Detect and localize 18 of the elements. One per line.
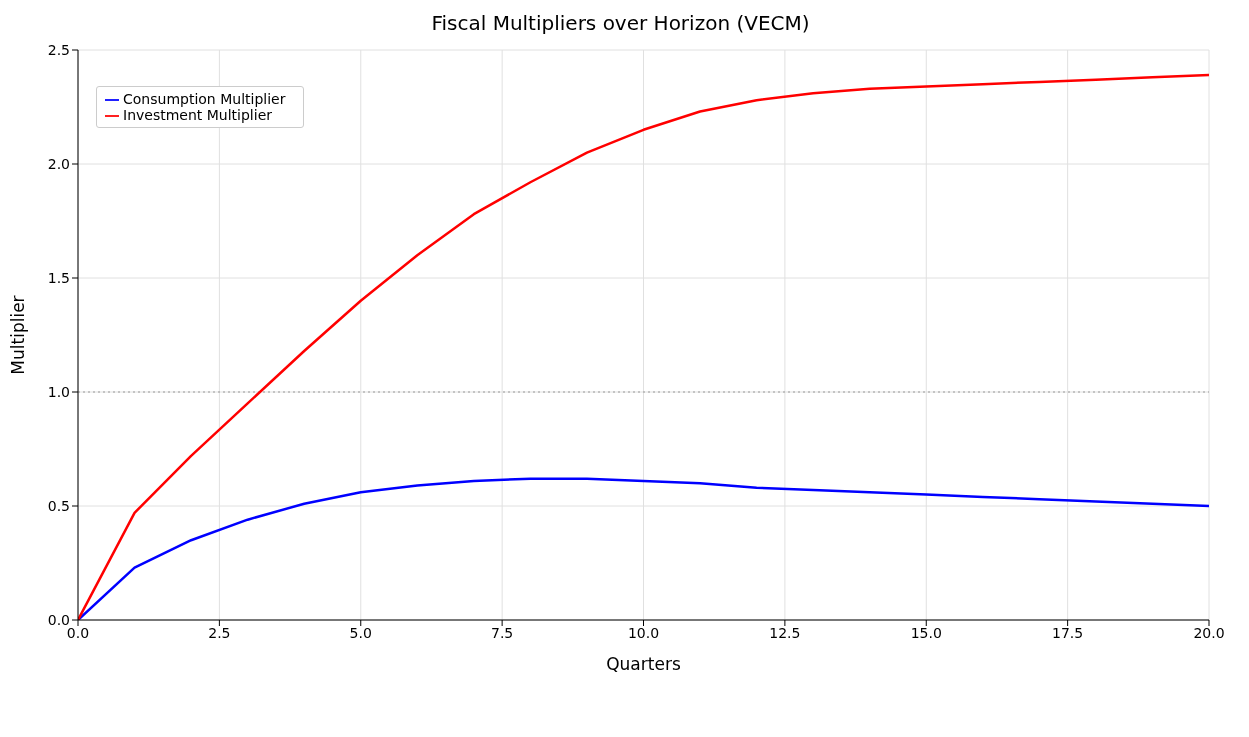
x-tick-label: 20.0 [1193, 624, 1225, 641]
x-tick-label: 10.0 [627, 624, 660, 641]
y-tick-label: 0.5 [47, 497, 70, 514]
y-tick-label: 1.0 [47, 383, 70, 400]
chart-title: Fiscal Multipliers over Horizon (VECM) [430, 10, 811, 37]
legend-label: Consumption Multiplier [123, 91, 286, 107]
x-tick-label: 17.5 [1052, 624, 1084, 641]
x-tick-label: 2.5 [208, 624, 231, 641]
y-tick-label: 2.5 [47, 41, 70, 58]
y-tick-label: 1.5 [47, 269, 70, 286]
legend-label: Investment Multiplier [123, 107, 273, 123]
x-tick-label: 5.0 [349, 624, 372, 641]
x-tick-label: 7.5 [490, 624, 514, 641]
y-axis-title: Multiplier [8, 295, 29, 375]
x-tick-label: 15.0 [910, 624, 942, 641]
x-axis-title: Quarters [606, 654, 681, 674]
x-tick-label: 12.5 [769, 624, 801, 641]
y-tick-label: 2.0 [47, 155, 70, 172]
